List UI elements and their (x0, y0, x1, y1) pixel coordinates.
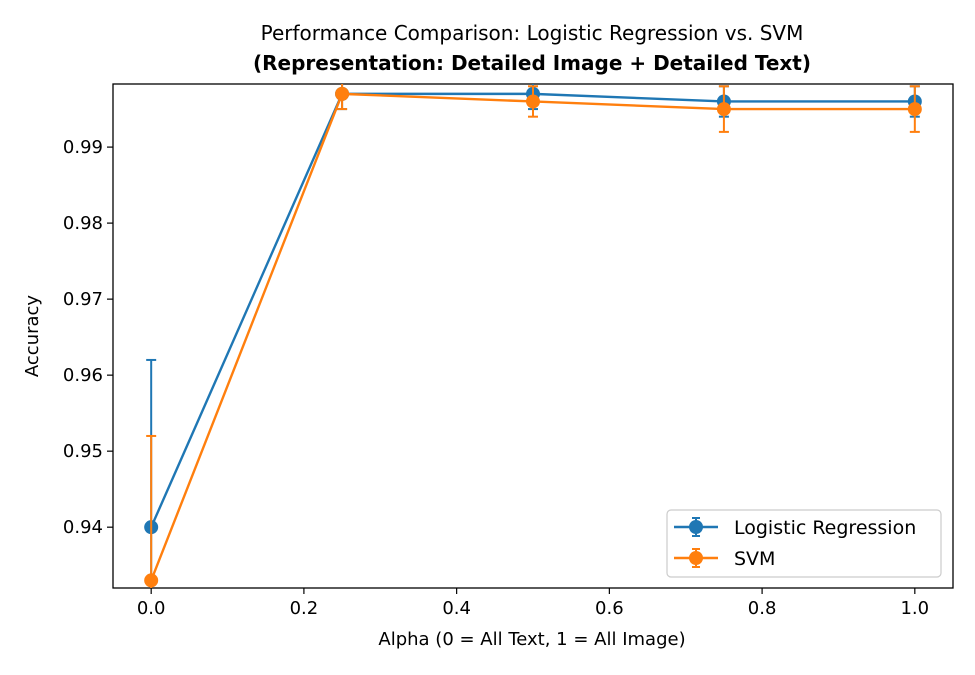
y-tick-label: 0.94 (63, 517, 103, 538)
legend-item: SVM (674, 548, 775, 570)
legend-marker (689, 520, 703, 534)
y-tick-label: 0.98 (63, 213, 103, 234)
y-axis-label: Accuracy (22, 295, 43, 378)
y-tick-label: 0.99 (63, 137, 103, 158)
chart-subtitle: (Representation: Detailed Image + Detail… (253, 51, 811, 75)
legend-marker (689, 551, 703, 565)
data-point (526, 94, 540, 109)
plot-background (113, 84, 953, 588)
x-axis-label: Alpha (0 = All Text, 1 = All Image) (378, 629, 685, 650)
y-tick-label: 0.95 (63, 441, 103, 462)
x-tick-label: 0.2 (290, 598, 319, 619)
x-tick-label: 0.0 (137, 598, 166, 619)
legend-item: Logistic Regression (674, 517, 916, 539)
y-tick-label: 0.97 (63, 289, 103, 310)
legend-label: Logistic Regression (734, 517, 916, 539)
series-layer (144, 84, 922, 588)
x-tick-label: 0.4 (442, 598, 471, 619)
x-tick-label: 0.6 (595, 598, 624, 619)
y-tick-label: 0.96 (63, 365, 103, 386)
legend-label: SVM (734, 548, 775, 570)
series-svm (144, 84, 922, 588)
data-point (335, 86, 350, 101)
data-point (716, 102, 731, 117)
data-point (907, 102, 922, 117)
legend: Logistic Regression SVM (666, 509, 942, 578)
x-tick-label: 1.0 (900, 598, 929, 619)
plot-area (113, 84, 953, 588)
data-point (144, 573, 159, 588)
legend-box (666, 509, 942, 578)
chart-title: Performance Comparison: Logistic Regress… (261, 21, 804, 45)
x-tick-label: 0.8 (748, 598, 777, 619)
